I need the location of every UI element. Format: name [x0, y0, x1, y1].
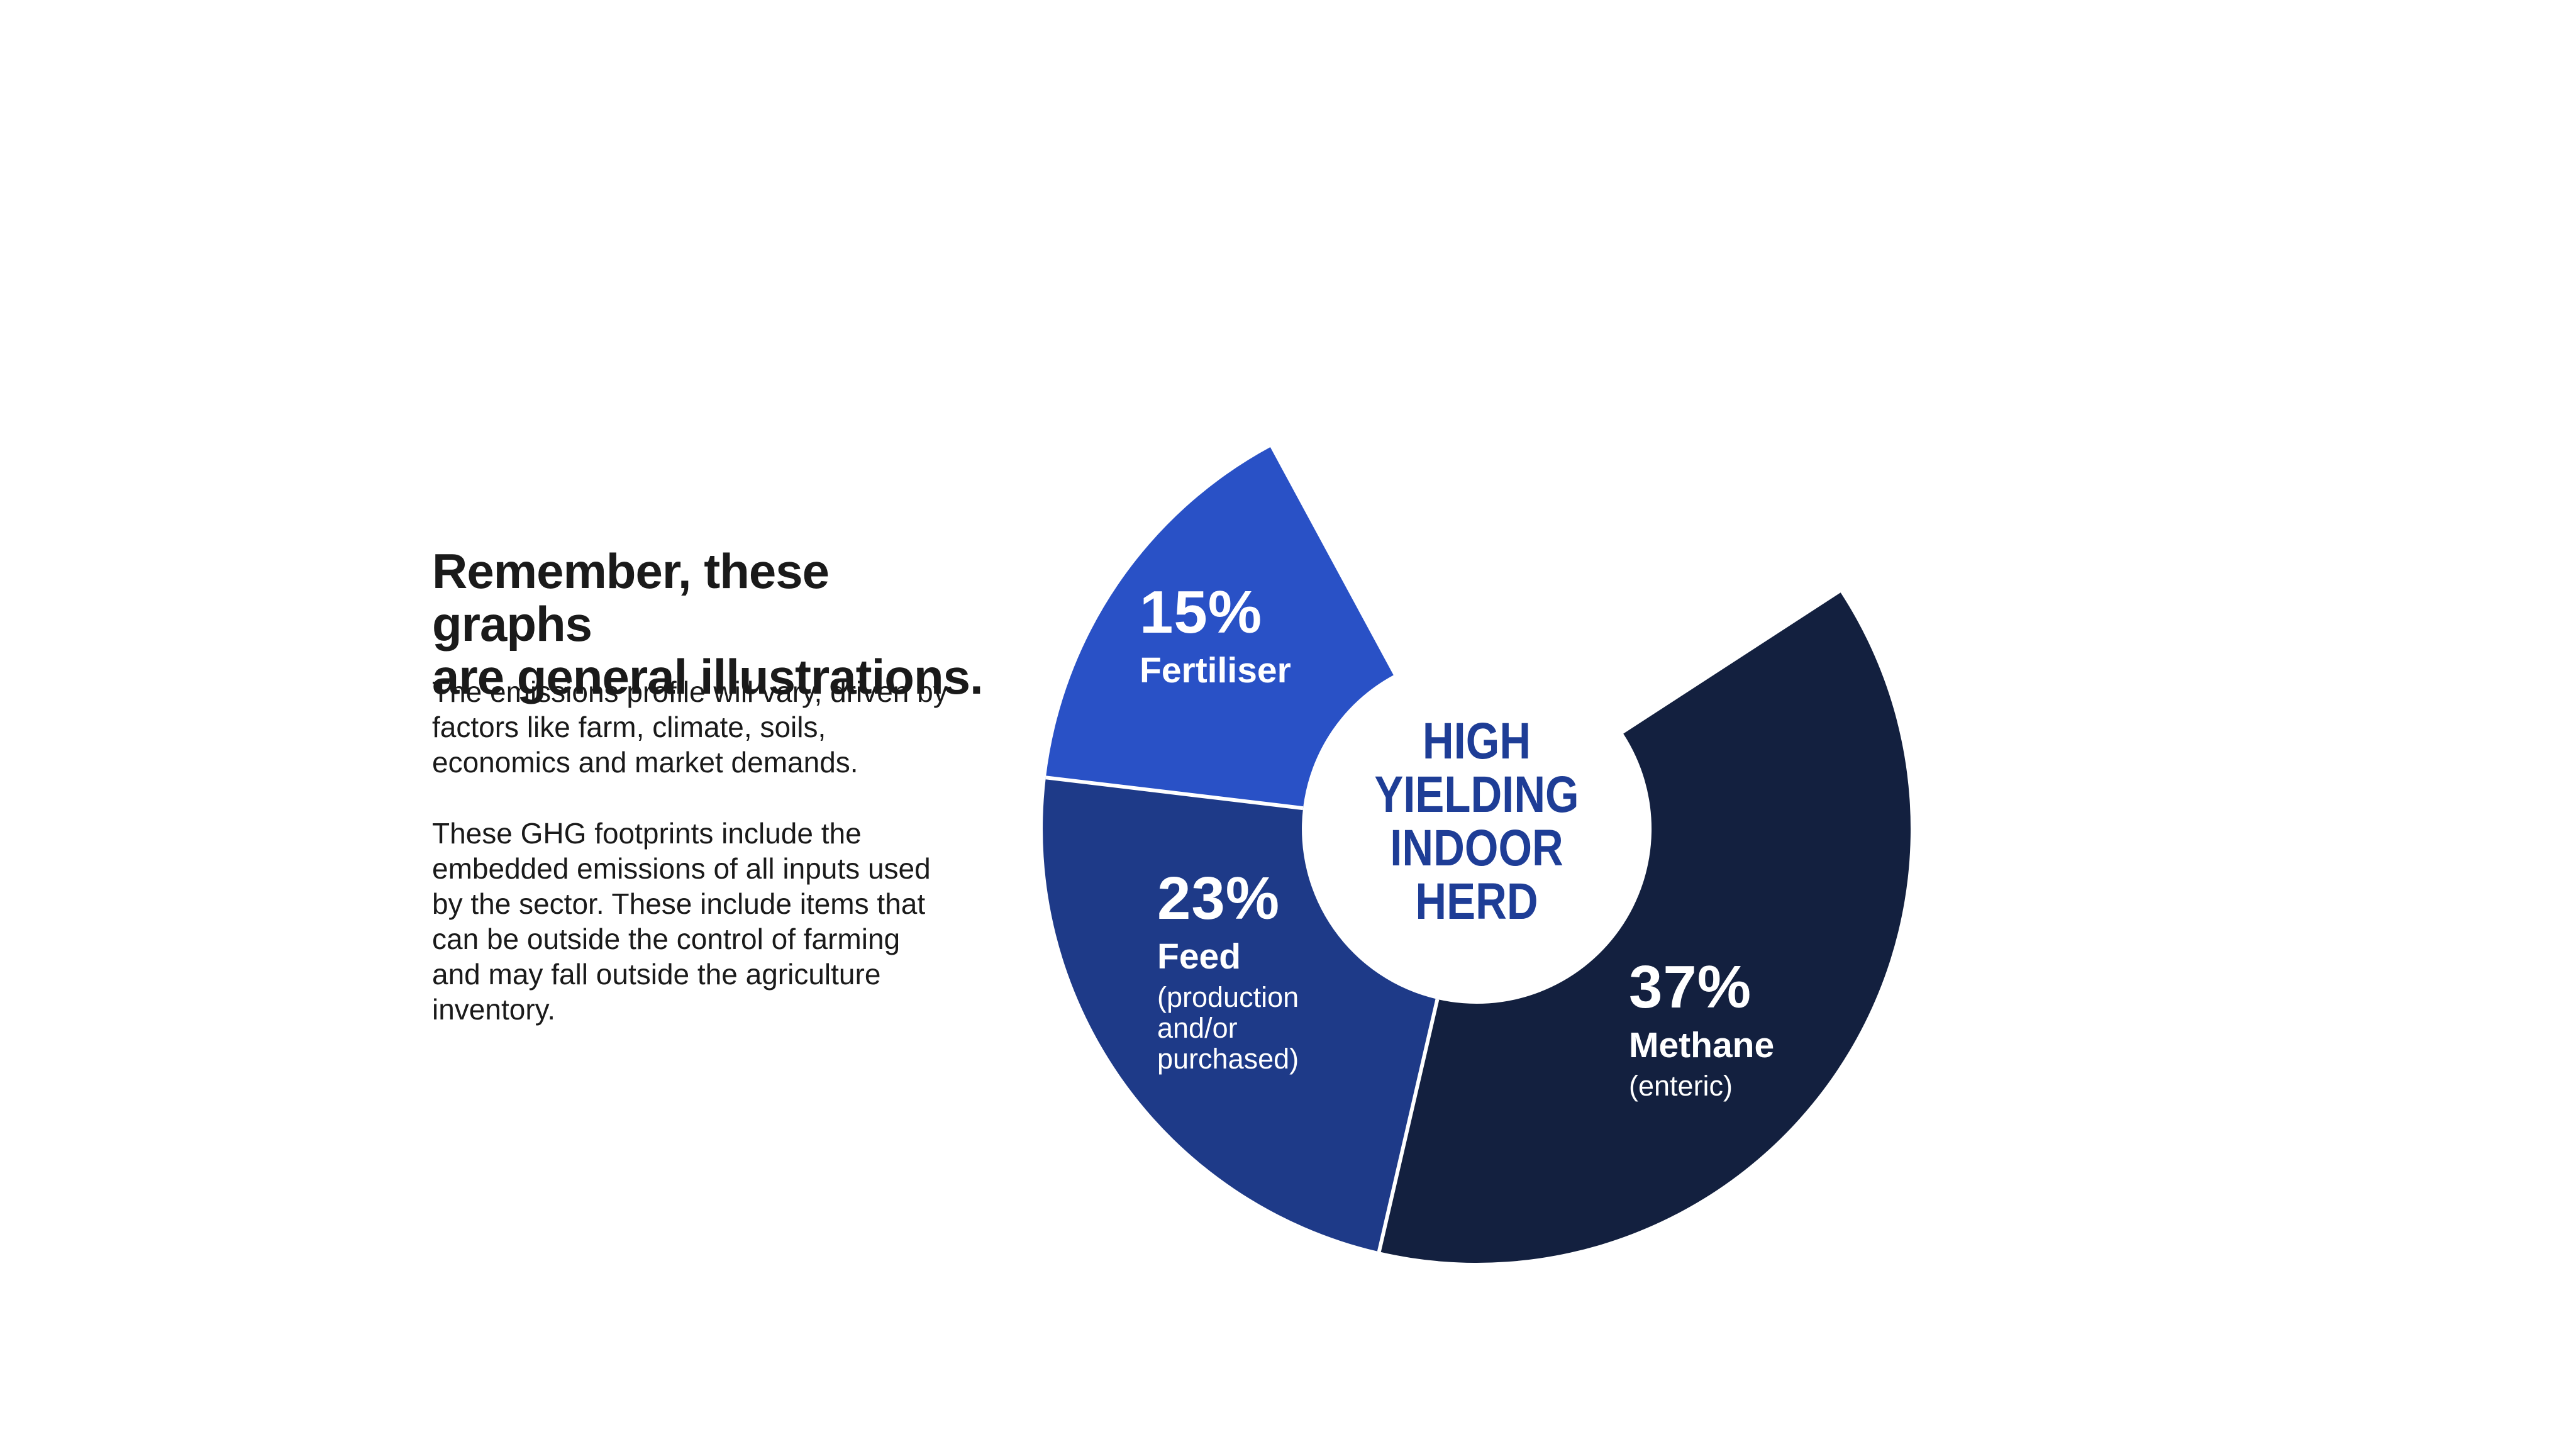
label-methane: 37% Methane (enteric)	[1629, 953, 1775, 1102]
methane-subtext: (enteric)	[1629, 1070, 1733, 1102]
chart-center-label: HIGH YIELDING INDOOR HERD	[1374, 713, 1579, 930]
label-fertiliser: 15% Fertiliser	[1140, 579, 1291, 691]
label-feed: 23% Feed (production and/or purchased)	[1157, 865, 1299, 1075]
feed-name: Feed	[1157, 936, 1241, 977]
fertiliser-name: Fertiliser	[1140, 650, 1291, 691]
intro-paragraph-1: The emissions profile will vary, driven …	[432, 675, 948, 779]
donut-segment-fertiliser	[1045, 447, 1394, 809]
fertiliser-percent: 15%	[1140, 579, 1263, 646]
intro-paragraph-2: These GHG footprints include the embedde…	[432, 817, 931, 1026]
segment-separator-0	[1377, 999, 1440, 1252]
donut-segment-feed	[1043, 777, 1438, 1252]
methane-name: Methane	[1629, 1025, 1775, 1065]
segment-separator-1	[1045, 775, 1304, 811]
methane-percent: 37%	[1629, 953, 1752, 1021]
intro-heading: Remember, these graphs are general illus…	[432, 543, 984, 704]
feed-subtext: (production and/or purchased)	[1157, 981, 1299, 1075]
donut-segment-methane	[1379, 592, 1911, 1263]
feed-percent: 23%	[1157, 865, 1280, 932]
